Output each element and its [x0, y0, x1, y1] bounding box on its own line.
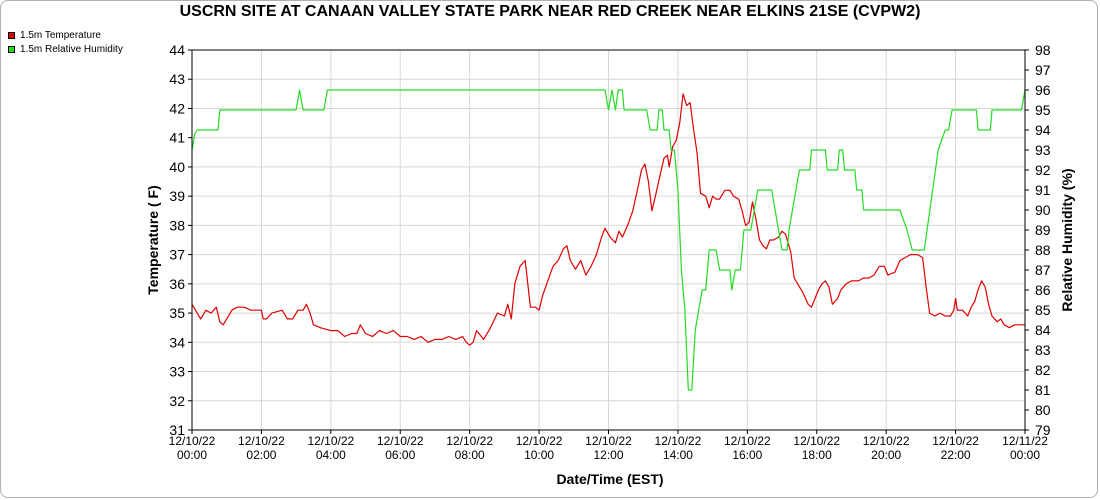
x-tick-label-time: 08:00 — [455, 448, 485, 462]
x-tick-label-time: 02:00 — [246, 448, 276, 462]
humidity-series-line — [191, 89, 1026, 391]
x-tick-label-time: 22:00 — [941, 448, 971, 462]
legend: 1.5m Temperature 1.5m Relative Humidity — [8, 28, 123, 56]
legend-item-humidity: 1.5m Relative Humidity — [8, 42, 123, 56]
y-right-tick-label: 83 — [1035, 342, 1051, 358]
y-axis-right-label: Relative Humidity (%) — [1059, 168, 1075, 311]
y-left-tick-label: 41 — [169, 130, 185, 146]
y-right-tick-label: 98 — [1035, 42, 1051, 58]
y-left-tick-label: 38 — [169, 217, 185, 233]
y-left-tick-label: 42 — [169, 100, 185, 116]
y-right-tick-label: 95 — [1035, 102, 1051, 118]
y-left-tick-label: 31 — [169, 422, 185, 438]
y-right-tick-label: 92 — [1035, 162, 1051, 178]
x-tick-label-time: 00:00 — [177, 448, 207, 462]
y-left-tick-label: 34 — [169, 334, 185, 350]
y-right-tick-label: 91 — [1035, 182, 1051, 198]
x-tick-label-date: 12/10/22 — [516, 434, 563, 448]
x-tick-label-date: 12/10/22 — [238, 434, 285, 448]
y-right-tick-label: 97 — [1035, 62, 1051, 78]
y-right-tick-label: 82 — [1035, 362, 1051, 378]
y-left-tick-label: 35 — [169, 305, 185, 321]
legend-swatch-humidity — [8, 45, 15, 53]
y-right-tick-label: 88 — [1035, 242, 1051, 258]
temperature-series-line — [191, 93, 1025, 346]
legend-label-temperature: 1.5m Temperature — [20, 29, 101, 41]
y-left-tick-label: 43 — [169, 71, 185, 87]
series-layer — [191, 89, 1026, 391]
x-axis-label: Date/Time (EST) — [556, 471, 663, 487]
y-right-tick-label: 87 — [1035, 262, 1051, 278]
y-right-tick-label: 93 — [1035, 142, 1051, 158]
legend-label-humidity: 1.5m Relative Humidity — [20, 43, 123, 55]
y-right-tick-label: 85 — [1035, 302, 1051, 318]
x-tick-label-date: 12/11/22 — [1002, 434, 1048, 448]
x-tick-label-date: 12/10/22 — [863, 434, 910, 448]
x-tick-label-date: 12/10/22 — [446, 434, 493, 448]
x-tick-label-time: 12:00 — [593, 448, 623, 462]
y-right-tick-label: 90 — [1035, 202, 1051, 218]
legend-item-temperature: 1.5m Temperature — [8, 28, 123, 42]
x-tick-label-time: 18:00 — [802, 448, 832, 462]
x-tick-label-date: 12/10/22 — [724, 434, 771, 448]
x-tick-label-time: 14:00 — [663, 448, 693, 462]
y-right-tick-label: 94 — [1035, 122, 1051, 138]
y-left-tick-label: 37 — [169, 247, 185, 263]
x-tick-label-time: 06:00 — [385, 448, 415, 462]
chart-title: USCRN SITE AT CANAAN VALLEY STATE PARK N… — [179, 3, 921, 20]
x-tick-label-time: 00:00 — [1010, 448, 1040, 462]
y-right-tick-label: 96 — [1035, 82, 1051, 98]
x-tick-label-date: 12/10/22 — [585, 434, 632, 448]
x-tick-label-date: 12/10/22 — [307, 434, 354, 448]
x-tick-label-date: 12/10/22 — [793, 434, 840, 448]
x-tick-label-date: 12/10/22 — [655, 434, 702, 448]
y-axis-right: 79 80 81 82 83 84 85 86 87 88 89 90 91 92 93 94 95 96 97 98 — [1025, 42, 1051, 438]
y-left-tick-label: 44 — [169, 42, 185, 58]
x-tick-label-date: 12/10/22 — [377, 434, 424, 448]
x-tick-label-time: 20:00 — [871, 448, 901, 462]
x-axis: 12/10/2200:0012/10/2202:0012/10/2204:001… — [169, 430, 1048, 462]
y-left-tick-label: 33 — [169, 364, 185, 380]
x-tick-label-date: 12/10/22 — [169, 434, 216, 448]
y-left-tick-label: 40 — [169, 159, 185, 175]
x-tick-label-date: 12/10/22 — [932, 434, 979, 448]
y-right-tick-label: 81 — [1035, 382, 1051, 398]
y-right-tick-label: 84 — [1035, 322, 1051, 338]
y-right-tick-label: 86 — [1035, 282, 1051, 298]
y-left-tick-label: 36 — [169, 276, 185, 292]
x-tick-label-time: 10:00 — [524, 448, 554, 462]
y-right-tick-label: 80 — [1035, 402, 1051, 418]
y-axis-left: 31 32 33 34 35 36 37 38 39 40 41 42 43 44 — [169, 42, 192, 438]
y-left-tick-label: 39 — [169, 188, 185, 204]
legend-swatch-temperature — [8, 31, 15, 39]
x-tick-label-time: 16:00 — [732, 448, 762, 462]
y-right-tick-label: 89 — [1035, 222, 1051, 238]
y-axis-left-label: Temperature ( F) — [145, 185, 161, 294]
y-left-tick-label: 32 — [169, 393, 185, 409]
y-right-tick-label: 79 — [1035, 422, 1051, 438]
x-tick-label-time: 04:00 — [316, 448, 346, 462]
